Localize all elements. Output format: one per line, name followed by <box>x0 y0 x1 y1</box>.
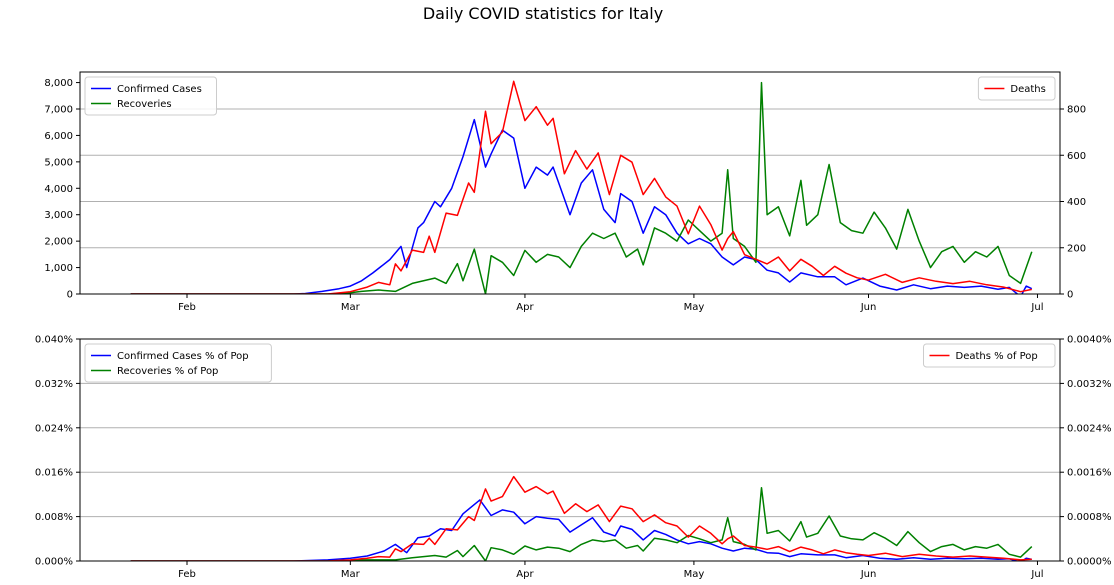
left-tick-label: 3,000 <box>44 210 73 221</box>
right-tick-label: 0.0008% <box>1067 512 1112 523</box>
right-tick-label: 600 <box>1067 151 1086 162</box>
left-tick-label: 4,000 <box>44 184 73 195</box>
left-tick-label: 0.008% <box>35 512 73 523</box>
left-tick-label: 0.000% <box>35 557 73 568</box>
right-tick-label: 0 <box>1067 290 1073 301</box>
bottom-chart-percent-of-population: 0.0000% 0.0008% 0.0016% 0.0024% 0.0032% 0.004… <box>35 335 1112 581</box>
legend-box <box>84 343 272 383</box>
series-line-confirmed-cases <box>130 118 1033 294</box>
legend-top-right: Deaths % of Pop <box>923 343 1056 368</box>
legend-box <box>84 76 217 116</box>
right-tick-label: 0.0032% <box>1067 379 1112 390</box>
left-tick-label: 2,000 <box>44 237 73 248</box>
left-tick-label: 7,000 <box>44 105 73 116</box>
legend-box <box>923 343 1056 368</box>
legend-box <box>977 76 1056 101</box>
right-tick-label: 800 <box>1067 105 1086 116</box>
x-tick-label: Jul <box>1030 302 1043 313</box>
legend-label: Deaths <box>1010 84 1045 95</box>
x-tick-label: May <box>684 569 705 580</box>
left-tick-label: 0.024% <box>35 423 73 434</box>
left-tick-label: 0 <box>67 290 73 301</box>
top-chart-cases-deaths: 0 200 400 600 800 0 1,000 2,000 3,000 4,000 5,000 6… <box>44 71 1086 313</box>
left-tick-label: 0.040% <box>35 335 73 346</box>
left-tick-label: 5,000 <box>44 157 73 168</box>
x-tick-label: Feb <box>178 569 196 580</box>
left-tick-label: 0.016% <box>35 468 73 479</box>
x-tick-label: Feb <box>178 302 196 313</box>
x-tick-label: Apr <box>516 302 534 313</box>
legend-label: Recoveries % of Pop <box>117 366 218 377</box>
axes-frame <box>79 338 1061 562</box>
legend-label: Deaths % of Pop <box>956 351 1038 362</box>
series-line-deaths <box>130 80 1032 294</box>
right-tick-label: 0.0024% <box>1067 423 1112 434</box>
legend-label: Confirmed Cases <box>117 84 202 95</box>
legend-label: Confirmed Cases % of Pop <box>117 351 249 362</box>
legend-top-right: Deaths <box>977 76 1056 101</box>
left-tick-label: 1,000 <box>44 263 73 274</box>
left-tick-label: 0.032% <box>35 379 73 390</box>
left-tick-label: 6,000 <box>44 131 73 142</box>
right-tick-label: 0.0016% <box>1067 468 1112 479</box>
x-tick-label: May <box>684 302 705 313</box>
x-tick-label: Apr <box>516 569 534 580</box>
series-line-recoveries <box>130 81 1033 294</box>
series-line-recoveries-of-pop <box>130 486 1033 561</box>
x-tick-label: Mar <box>341 569 361 580</box>
x-tick-label: Mar <box>341 302 361 313</box>
left-tick-label: 8,000 <box>44 78 73 89</box>
figure-title: Daily COVID statistics for Italy <box>422 4 664 23</box>
right-tick-label: 0.0040% <box>1067 335 1112 346</box>
legend-top-left: Confirmed Cases Recoveries <box>84 76 217 116</box>
axes-frame <box>79 71 1061 295</box>
right-tick-label: 200 <box>1067 243 1086 254</box>
series-group <box>130 80 1033 294</box>
x-tick-label: Jul <box>1030 569 1043 580</box>
right-tick-label: 400 <box>1067 197 1086 208</box>
x-tick-label: Jun <box>860 569 877 580</box>
series-group <box>130 475 1033 561</box>
series-line-confirmed-cases-of-pop <box>130 499 1032 561</box>
legend-top-left: Confirmed Cases % of Pop Recoveries % of … <box>84 343 272 383</box>
legend-label: Recoveries <box>117 99 172 110</box>
x-tick-label: Jun <box>860 302 877 313</box>
series-line-deaths-of-pop <box>130 475 1032 561</box>
right-tick-label: 0.0000% <box>1067 557 1112 568</box>
